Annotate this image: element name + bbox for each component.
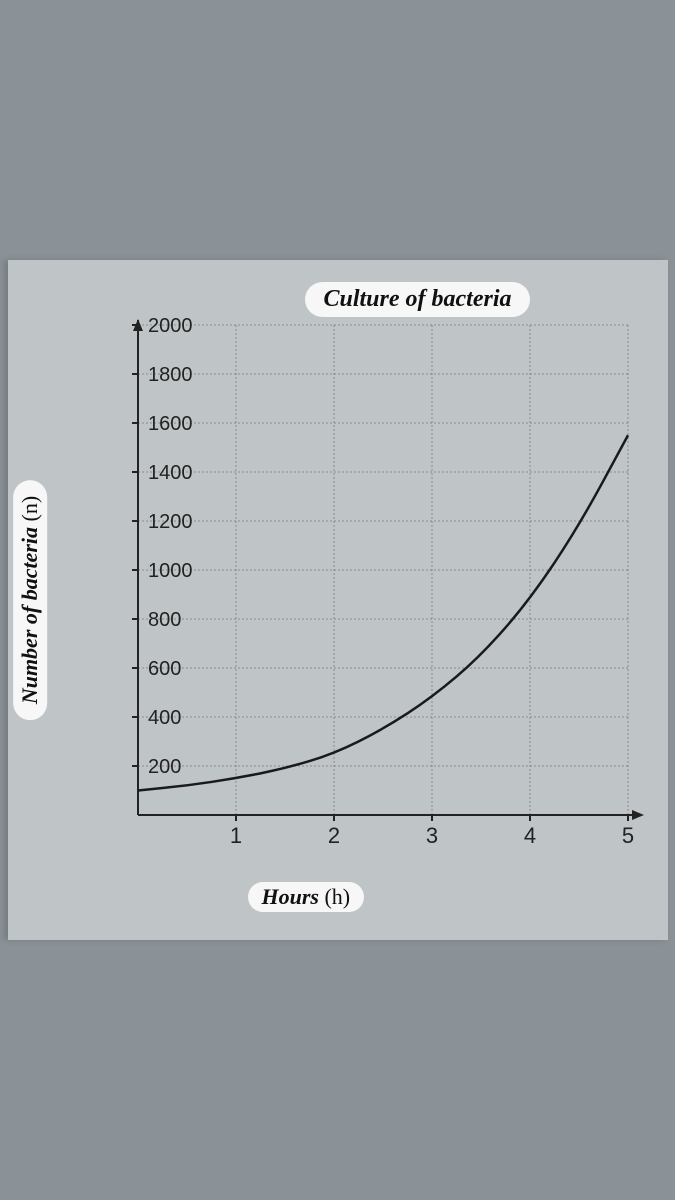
y-tick-label: 600 <box>148 658 181 680</box>
y-tick-label: 1600 <box>148 413 193 435</box>
chart-title: Culture of bacteria <box>305 282 529 317</box>
chart-title-wrap: Culture of bacteria <box>208 282 628 317</box>
x-tick-label: 5 <box>621 823 633 848</box>
chart-paper: Culture of bacteria Number of bacteria (… <box>8 260 668 940</box>
y-tick-label: 800 <box>148 609 181 631</box>
x-axis-arrow-icon <box>632 810 644 820</box>
y-tick-label: 1200 <box>148 511 193 533</box>
chart-svg: 200 400 600 800 1000 1200 1400 1600 1800 2000 1 2 3 4… <box>58 315 658 895</box>
y-axis-label-text: Number of bacteria <box>18 527 43 704</box>
y-axis-label-unit: (n) <box>18 496 43 522</box>
y-tick-label: 1400 <box>148 462 193 484</box>
y-tick-label: 1000 <box>148 560 193 582</box>
bacteria-growth-curve <box>138 435 628 790</box>
y-tick-label: 2000 <box>148 315 193 337</box>
y-tick-label: 1800 <box>148 364 193 386</box>
x-tick-label: 3 <box>425 823 437 848</box>
x-tick-label: 1 <box>229 823 241 848</box>
y-axis-label-wrap: Number of bacteria (n) <box>10 400 52 800</box>
y-tick-label: 400 <box>148 707 181 729</box>
y-axis-label: Number of bacteria (n) <box>14 480 48 720</box>
x-tick-label: 2 <box>327 823 339 848</box>
y-tick-label: 200 <box>148 756 181 778</box>
x-tick-label: 4 <box>523 823 535 848</box>
